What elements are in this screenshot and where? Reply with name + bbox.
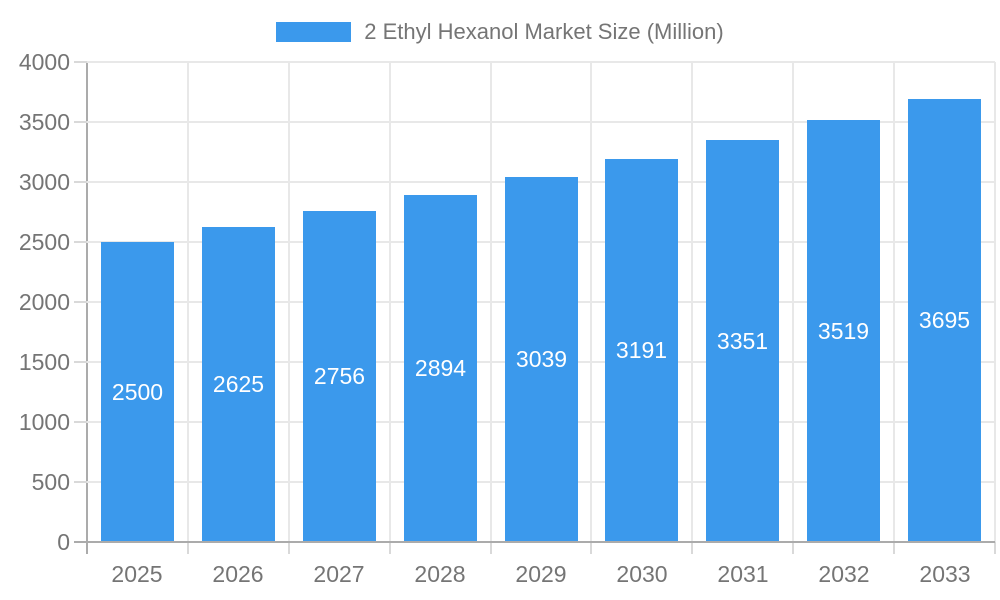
bar[interactable]: 2500 <box>101 242 174 542</box>
legend-label: 2 Ethyl Hexanol Market Size (Million) <box>364 19 724 44</box>
bar-value-label: 3191 <box>615 337 668 363</box>
x-axis-label: 2026 <box>212 561 264 587</box>
y-axis-label: 2000 <box>18 289 70 315</box>
y-axis-tick <box>74 121 87 123</box>
x-axis-label: 2027 <box>313 561 365 587</box>
y-axis-label: 1000 <box>18 409 70 435</box>
x-axis-label: 2029 <box>515 561 567 587</box>
horizontal-gridline <box>87 61 995 63</box>
x-axis-tick <box>86 542 88 554</box>
y-axis-label: 0 <box>57 529 70 555</box>
bar-value-label: 3695 <box>918 307 971 333</box>
horizontal-gridline <box>87 121 995 123</box>
x-axis-tick <box>389 542 391 554</box>
y-axis-tick <box>74 301 87 303</box>
y-axis-label: 1500 <box>18 349 70 375</box>
bar-value-label: 2756 <box>313 363 366 389</box>
x-axis-tick <box>893 542 895 554</box>
y-axis-tick <box>74 361 87 363</box>
y-axis-tick <box>74 241 87 243</box>
y-axis-label: 2500 <box>18 229 70 255</box>
vertical-gridline <box>994 62 996 542</box>
x-axis-label: 2030 <box>616 561 668 587</box>
x-axis-tick <box>691 542 693 554</box>
chart-legend: 2 Ethyl Hexanol Market Size (Million) <box>0 0 1000 64</box>
bar[interactable]: 2756 <box>303 211 376 542</box>
y-axis-tick <box>74 61 87 63</box>
y-axis-label: 500 <box>31 469 70 495</box>
bar-value-label: 2894 <box>414 355 467 381</box>
x-axis-tick <box>590 542 592 554</box>
bar[interactable]: 2625 <box>202 227 275 542</box>
y-axis-label: 3500 <box>18 109 70 135</box>
x-axis-label: 2032 <box>818 561 870 587</box>
bar[interactable]: 3191 <box>605 159 678 542</box>
bar[interactable]: 3351 <box>706 140 779 542</box>
x-axis-label: 2031 <box>717 561 769 587</box>
bar[interactable]: 3039 <box>505 177 578 542</box>
y-axis-label: 3000 <box>18 169 70 195</box>
x-axis-tick <box>994 542 996 554</box>
x-axis-tick <box>288 542 290 554</box>
x-axis-tick <box>490 542 492 554</box>
bar-value-label: 2500 <box>111 378 164 405</box>
bar[interactable]: 3695 <box>908 99 981 542</box>
y-axis-tick <box>74 421 87 423</box>
x-axis-label: 2033 <box>919 561 971 587</box>
y-axis-tick <box>74 541 87 543</box>
bar-value-label: 3519 <box>817 317 870 344</box>
x-axis-tick <box>187 542 189 554</box>
bar[interactable]: 3519 <box>807 120 880 542</box>
x-axis-label: 2028 <box>414 561 466 587</box>
plot-area: 0 500 1000 1500 2000 2500 3000 3500 4000 2500 2025… <box>19 49 996 587</box>
bar-value-label: 3039 <box>515 346 568 372</box>
bar-value-label: 3351 <box>716 327 769 354</box>
legend-swatch <box>276 22 352 42</box>
y-axis-tick <box>74 181 87 183</box>
x-axis-label: 2025 <box>111 561 163 587</box>
y-axis-label: 4000 <box>18 49 70 75</box>
x-axis-baseline <box>87 541 995 543</box>
bar-value-label: 2625 <box>212 371 265 397</box>
y-axis-tick <box>74 481 87 483</box>
bar[interactable]: 2894 <box>404 195 477 542</box>
x-axis-tick <box>792 542 794 554</box>
